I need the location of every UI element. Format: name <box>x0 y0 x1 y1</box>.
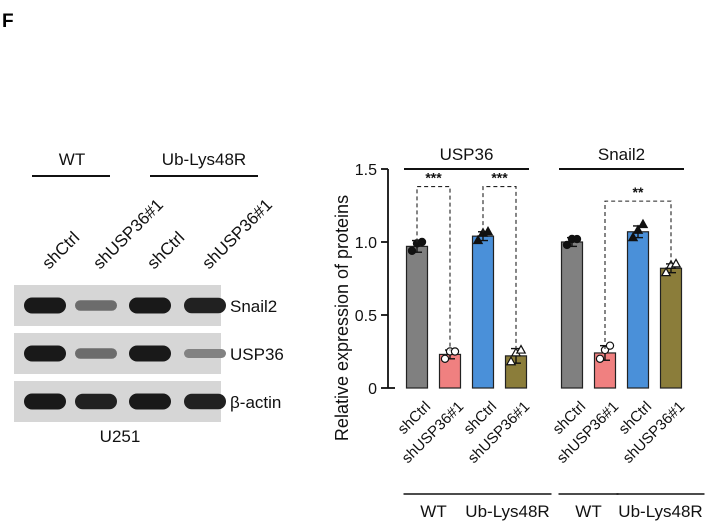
data-point <box>472 234 484 245</box>
group-title: USP36 <box>440 145 494 164</box>
blot-band-label: β-actin <box>230 393 281 412</box>
condition-label: WT <box>575 502 601 521</box>
bar-chart: Relative expression of proteins 0 0.5 1.0 1… <box>332 145 705 521</box>
data-point <box>407 246 417 255</box>
data-point <box>562 240 572 250</box>
blot-band <box>75 300 117 311</box>
significance-label: ** <box>633 184 644 200</box>
significance-bracket <box>416 185 451 351</box>
blot-band-label: Snail2 <box>230 297 277 316</box>
bar <box>405 245 429 389</box>
significance-label: *** <box>425 170 442 186</box>
x-axis: WT Ub-Lys48R WT Ub-Lys48R <box>388 387 705 521</box>
data-point <box>505 355 517 366</box>
bar <box>659 267 683 389</box>
bar <box>560 241 584 389</box>
bar <box>626 231 650 389</box>
significance-bracket <box>482 185 517 352</box>
blot-lane-label: shCtrl <box>143 228 188 273</box>
blot-lane-label: shCtrl <box>38 228 83 273</box>
blot-band <box>75 348 117 359</box>
y-tick-label: 1.5 <box>355 162 377 179</box>
significance-label: *** <box>491 170 508 186</box>
data-point <box>637 218 649 229</box>
data-point <box>417 237 427 247</box>
data-point <box>605 341 615 350</box>
blot-band <box>184 393 226 410</box>
y-tick-label: 0.5 <box>355 308 377 325</box>
bar <box>471 235 495 389</box>
blot-band <box>184 297 226 314</box>
y-axis: 0 0.5 1.0 1.5 <box>355 162 389 398</box>
data-point <box>632 224 644 234</box>
data-point <box>440 354 450 363</box>
blot-group-label-mutant: Ub-Lys48R <box>162 150 246 169</box>
data-point <box>670 258 682 268</box>
blot-band <box>24 345 66 362</box>
blot-band <box>24 297 66 314</box>
condition-label: Ub-Lys48R <box>618 502 702 521</box>
group-title: Snail2 <box>598 145 645 164</box>
blot-band <box>129 393 171 410</box>
data-point <box>660 266 672 277</box>
y-tick-label: 0 <box>368 381 377 398</box>
data-point <box>450 347 460 356</box>
blot-band <box>184 349 226 358</box>
data-point <box>515 344 527 354</box>
blot-band <box>24 393 66 410</box>
blot-group-label-wt: WT <box>59 150 85 169</box>
data-point <box>572 234 582 244</box>
blot-band <box>75 393 117 410</box>
condition-label: Ub-Lys48R <box>465 502 549 521</box>
data-point <box>595 354 605 363</box>
condition-label: WT <box>420 502 446 521</box>
significance-bracket <box>604 200 672 349</box>
y-tick-label: 1.0 <box>355 235 377 252</box>
y-axis-title: Relative expression of proteins <box>332 195 352 441</box>
blot-band <box>129 345 171 362</box>
data-point <box>482 226 494 236</box>
blot-bands: Snail2 USP36 β-actin <box>14 285 284 422</box>
cell-line-label: U251 <box>100 427 141 446</box>
data-point <box>627 231 639 242</box>
blot-band <box>129 297 171 314</box>
panel-letter: F <box>2 11 14 32</box>
blot-band-label: USP36 <box>230 345 284 364</box>
blot-lane-label: shUSP36#1 <box>198 195 276 273</box>
